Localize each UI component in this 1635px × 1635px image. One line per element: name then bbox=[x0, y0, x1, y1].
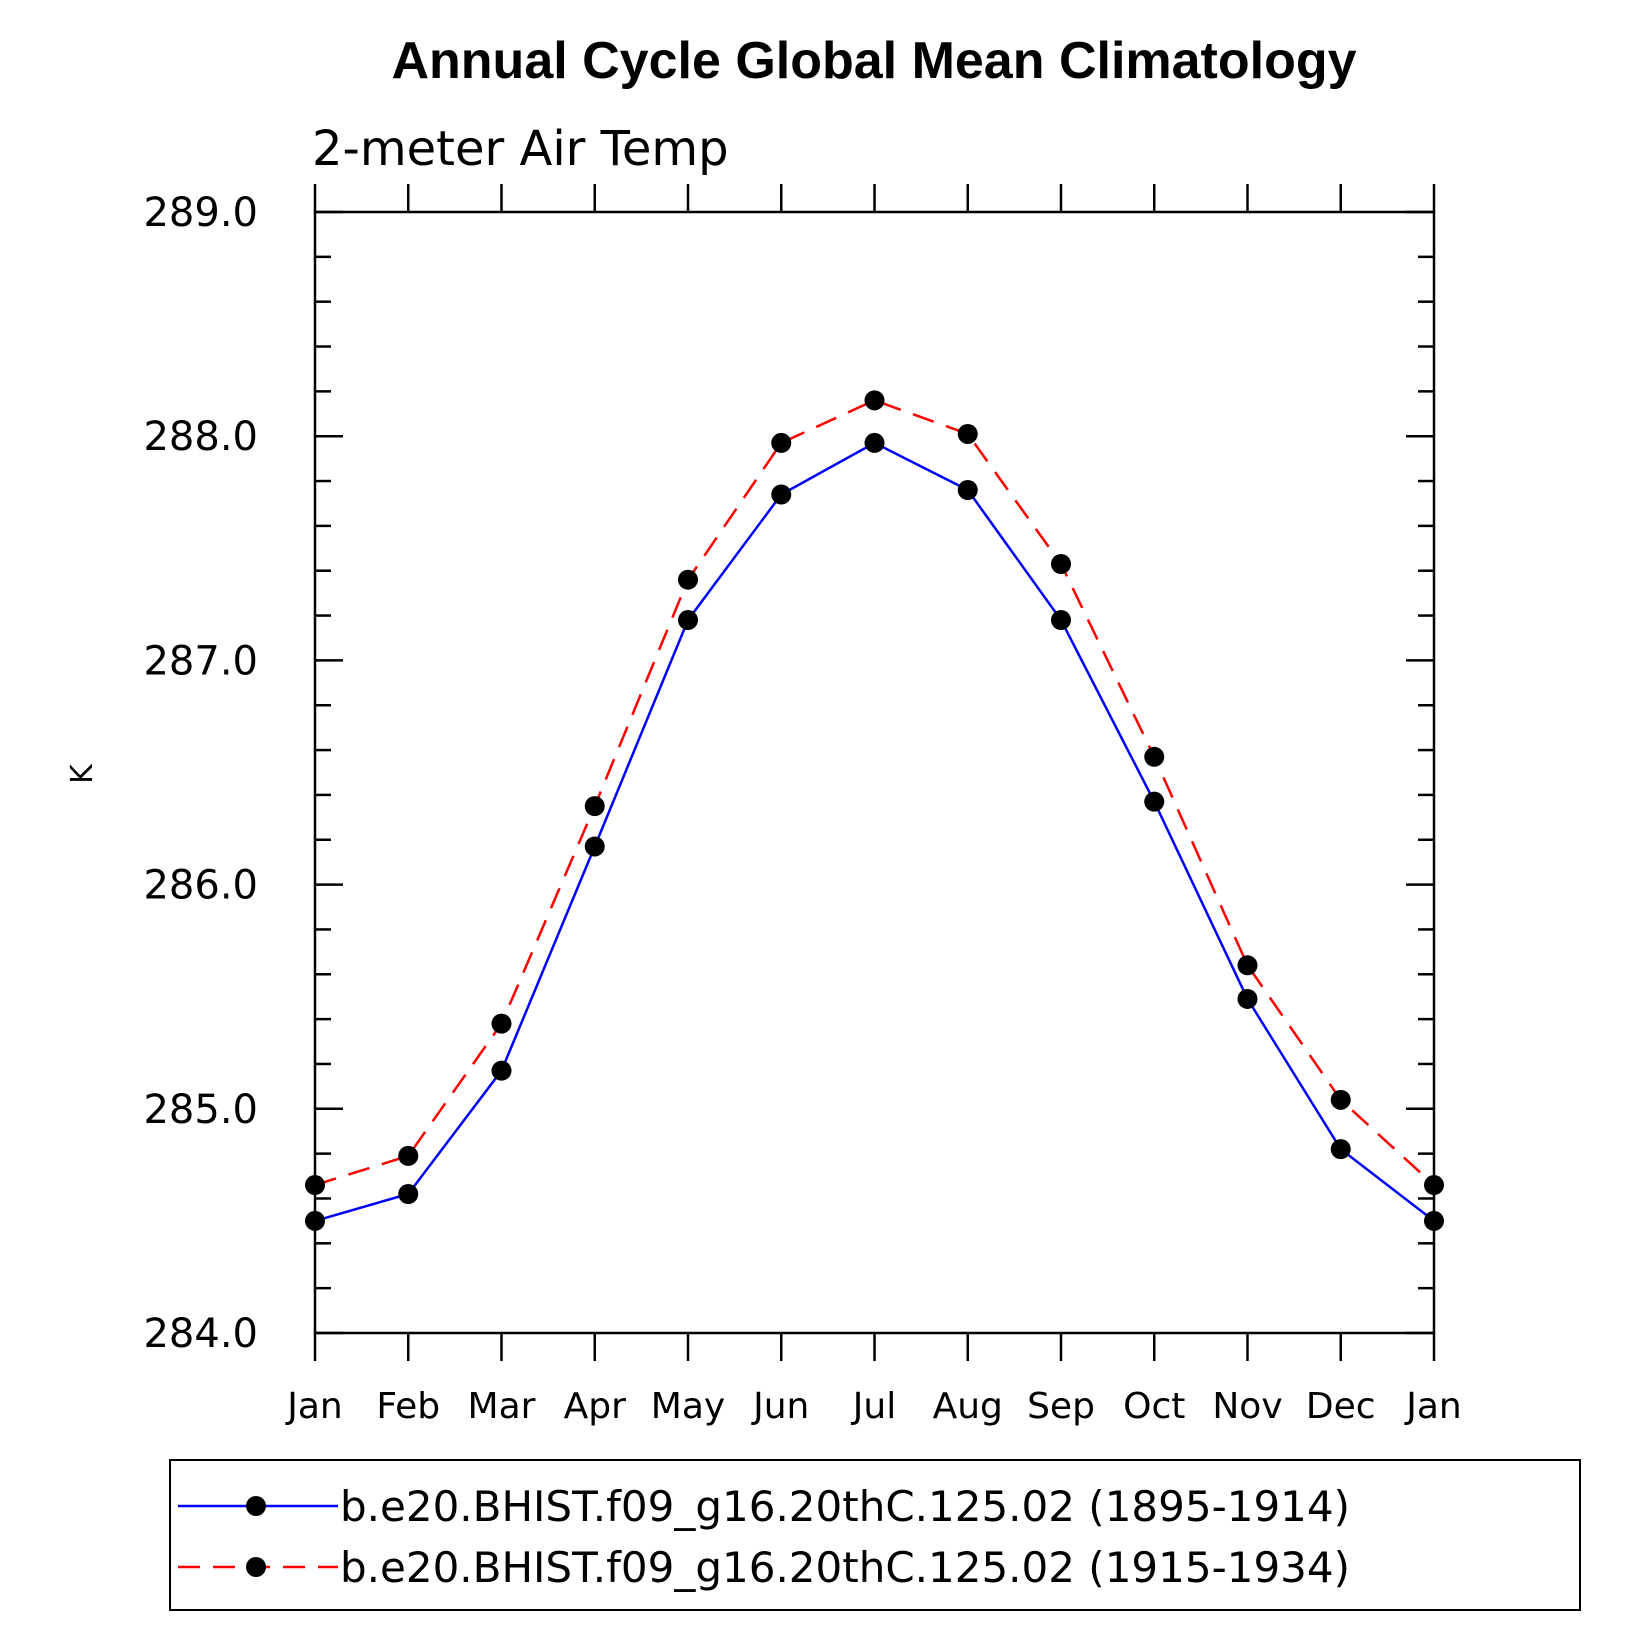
data-point bbox=[305, 1175, 325, 1196]
data-point bbox=[305, 1210, 325, 1231]
y-tick-labels: 284.0 285.0 286.0 287.0 288.0 289.0 bbox=[143, 190, 258, 1357]
x-tick-labels: Jan Feb Mar Apr May Jun Jul Aug Sep Oct Nov Dec Jan bbox=[285, 1386, 1462, 1427]
plot-frame bbox=[313, 210, 1436, 1335]
data-point bbox=[1144, 791, 1165, 812]
x-tick-label: Sep bbox=[1027, 1386, 1095, 1427]
data-point bbox=[678, 569, 698, 590]
x-tick-label: Dec bbox=[1306, 1386, 1376, 1427]
data-point bbox=[398, 1145, 419, 1166]
legend: b.e20.BHIST.f09_g16.20thC.125.02 (1895-1… bbox=[178, 1482, 1350, 1592]
x-tick-label: Feb bbox=[376, 1386, 440, 1427]
data-point bbox=[864, 390, 885, 411]
x-tick-label: Nov bbox=[1212, 1386, 1282, 1427]
data-point bbox=[1237, 955, 1258, 976]
data-point bbox=[584, 836, 605, 857]
y-tick-label: 287.0 bbox=[143, 638, 258, 684]
data-point bbox=[1424, 1175, 1444, 1196]
data-point bbox=[1330, 1089, 1351, 1110]
data-point bbox=[678, 610, 698, 631]
y-tick-label: 285.0 bbox=[143, 1087, 258, 1133]
data-point bbox=[1330, 1139, 1351, 1160]
x-tick-label: Jul bbox=[851, 1386, 896, 1427]
y-tick-label: 284.0 bbox=[143, 1311, 258, 1357]
x-tick-label: Oct bbox=[1123, 1386, 1185, 1427]
legend-marker bbox=[246, 1557, 266, 1577]
series-line bbox=[314, 398, 1435, 1187]
chart-subtitle: 2-meter Air Temp bbox=[312, 121, 729, 177]
y-tick-label: 288.0 bbox=[143, 414, 258, 460]
y-tick-label: 289.0 bbox=[143, 190, 258, 236]
data-point bbox=[398, 1183, 419, 1204]
x-tick-label: Jun bbox=[751, 1386, 809, 1427]
axis-ticks bbox=[313, 184, 1436, 1361]
x-tick-label: Aug bbox=[933, 1386, 1003, 1427]
data-point bbox=[491, 1013, 512, 1034]
data-point bbox=[1424, 1210, 1444, 1231]
legend-marker bbox=[246, 1496, 266, 1516]
data-point bbox=[864, 432, 885, 453]
data-point bbox=[491, 1060, 512, 1081]
data-point bbox=[957, 423, 978, 444]
legend-label: b.e20.BHIST.f09_g16.20thC.125.02 (1895-1… bbox=[340, 1482, 1350, 1531]
data-point bbox=[1051, 553, 1071, 574]
x-tick-label: Jan bbox=[285, 1386, 343, 1427]
x-tick-label: Mar bbox=[468, 1386, 536, 1427]
x-tick-label: Jan bbox=[1404, 1386, 1462, 1427]
data-point bbox=[584, 796, 605, 817]
x-tick-label: Apr bbox=[564, 1386, 626, 1427]
chart-title: Annual Cycle Global Mean Climatology bbox=[391, 32, 1356, 90]
data-point bbox=[771, 432, 792, 453]
data-point bbox=[957, 480, 978, 501]
y-tick-label: 286.0 bbox=[143, 863, 258, 909]
data-point bbox=[1051, 610, 1071, 631]
legend-label: b.e20.BHIST.f09_g16.20thC.125.02 (1915-1… bbox=[340, 1543, 1350, 1592]
data-point bbox=[1237, 988, 1258, 1009]
series-line bbox=[314, 441, 1435, 1223]
data-point bbox=[771, 484, 792, 505]
data-point bbox=[1144, 746, 1165, 767]
series-layer bbox=[305, 390, 1444, 1231]
y-axis-label: K bbox=[65, 763, 100, 784]
legend-box bbox=[169, 1459, 1581, 1611]
x-tick-label: May bbox=[651, 1386, 725, 1427]
